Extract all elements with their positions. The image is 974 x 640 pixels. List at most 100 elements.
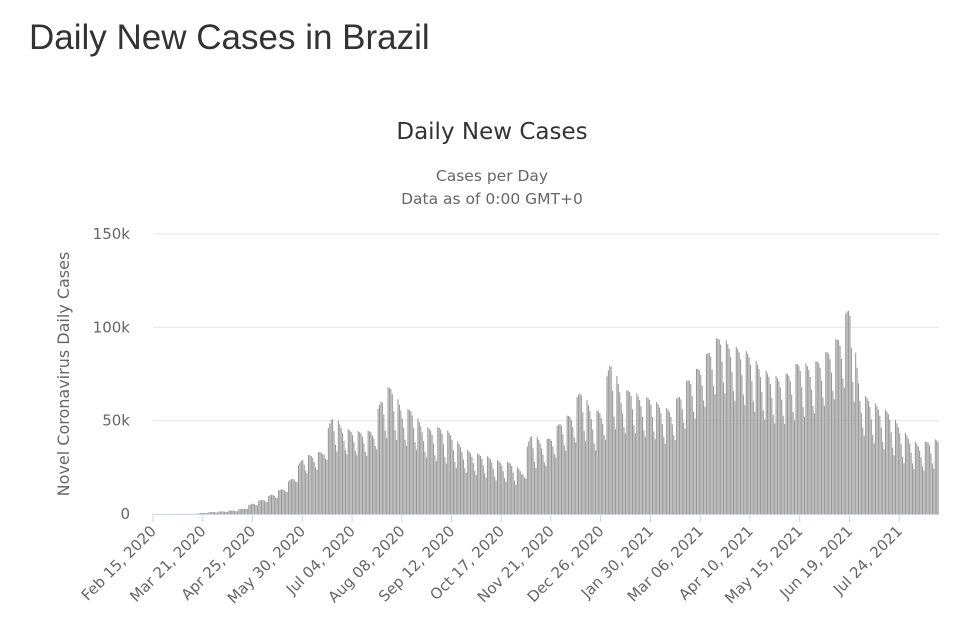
gridlines (153, 233, 939, 515)
bar (297, 464, 300, 514)
bar (511, 465, 513, 514)
bar (644, 436, 646, 514)
bar (285, 491, 287, 514)
bar (418, 422, 420, 514)
bar (866, 398, 868, 514)
bar (376, 449, 378, 514)
bar (651, 416, 653, 514)
bar (754, 411, 756, 514)
bar (369, 431, 371, 514)
bar (475, 474, 477, 514)
bar (883, 449, 885, 514)
bar (659, 407, 661, 514)
bar (805, 363, 807, 514)
bar (423, 440, 425, 514)
bar (846, 311, 848, 514)
bar (607, 370, 609, 514)
bar (431, 434, 433, 514)
bar (290, 479, 292, 514)
bar (930, 453, 932, 514)
bar (512, 472, 514, 514)
bar (620, 403, 622, 514)
bar (691, 396, 693, 514)
bar (631, 409, 634, 514)
bar (671, 424, 673, 514)
bar (879, 415, 881, 514)
bar (286, 492, 288, 514)
bar (209, 512, 211, 514)
bar (674, 439, 676, 514)
bar (737, 349, 739, 514)
bar (639, 400, 641, 514)
bar (276, 498, 278, 514)
bar (562, 434, 564, 514)
bar (201, 512, 203, 514)
bar (499, 462, 501, 514)
bar (914, 441, 916, 514)
bar (228, 510, 230, 514)
bar (204, 512, 206, 514)
bar (292, 478, 294, 514)
bar (735, 347, 737, 514)
bar (823, 405, 825, 514)
bar (569, 416, 571, 514)
bar (359, 432, 361, 514)
bar (312, 457, 314, 514)
bar (522, 474, 524, 514)
bar (900, 444, 902, 514)
bar (741, 375, 743, 514)
bar (519, 471, 521, 514)
bar (634, 433, 636, 514)
bar (653, 431, 655, 514)
bar (899, 433, 901, 514)
bar (407, 409, 409, 514)
bar (489, 459, 491, 514)
bar (887, 414, 889, 514)
bar (225, 511, 227, 514)
bar (437, 427, 439, 514)
bar (370, 432, 372, 514)
bar (299, 462, 301, 514)
bar (251, 503, 253, 514)
bar (589, 411, 591, 514)
bar (272, 494, 274, 514)
bar (303, 464, 305, 514)
bar (806, 366, 808, 514)
bar (300, 460, 302, 514)
y-tick-label: 0 (120, 505, 130, 523)
bar (629, 391, 631, 514)
bar (872, 434, 874, 514)
bar (221, 511, 223, 514)
bar (396, 439, 398, 514)
bar (408, 409, 410, 514)
bar (838, 340, 840, 514)
y-axis-ticks: 0 50k 100k 150k (93, 225, 131, 523)
bar (751, 381, 753, 514)
bar (668, 412, 671, 514)
bar (604, 439, 607, 514)
bar (664, 443, 666, 514)
bar (207, 513, 209, 514)
bar (279, 489, 281, 514)
bar (641, 416, 644, 514)
chart-subtitle-line-1: Cases per Day (436, 167, 548, 185)
bar (249, 504, 251, 514)
bar (235, 511, 237, 514)
bar (219, 511, 221, 514)
bar (710, 356, 712, 514)
bar (478, 454, 480, 514)
bar (485, 477, 487, 514)
bar (786, 374, 788, 514)
bar (242, 508, 244, 514)
bar (384, 430, 386, 514)
bar (441, 433, 443, 514)
bar (886, 411, 888, 514)
bar (259, 500, 261, 514)
bar (275, 497, 277, 514)
bar (840, 359, 842, 514)
bar (666, 407, 668, 514)
bar (270, 494, 273, 514)
bar (322, 454, 324, 514)
bar (498, 461, 500, 514)
bar (538, 439, 540, 514)
